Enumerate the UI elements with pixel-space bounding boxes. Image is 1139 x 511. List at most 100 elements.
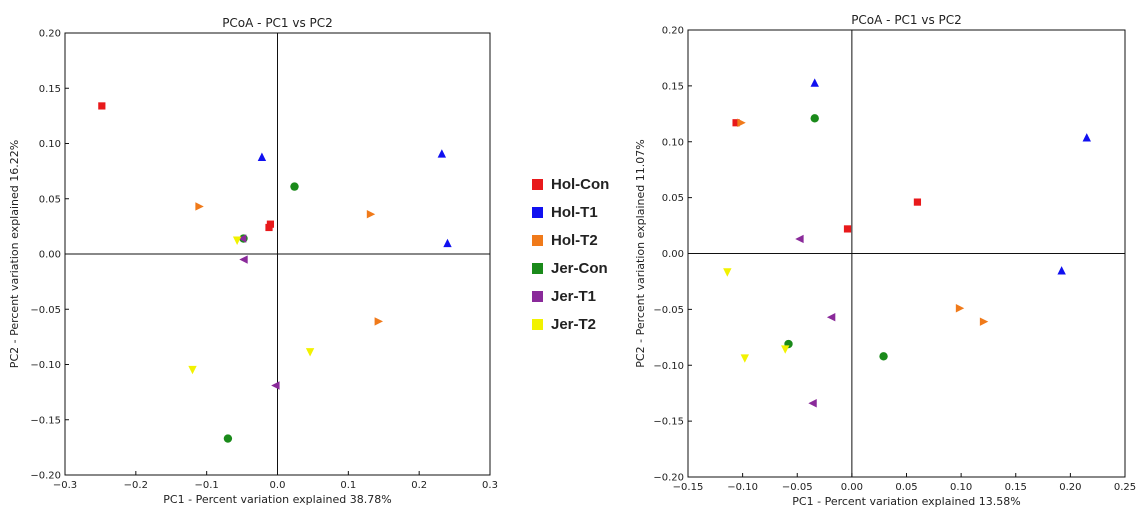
x-tick-label: −0.10 [727, 482, 758, 493]
data-point [437, 149, 447, 158]
series-jer-t1 [795, 234, 836, 408]
y-tick-label: −0.05 [30, 305, 61, 316]
series-jer-t2 [723, 268, 790, 363]
y-tick-label: 0.00 [662, 249, 684, 260]
data-point [223, 434, 233, 443]
series-hol-t1 [257, 149, 452, 248]
y-tick-label: 0.20 [662, 26, 684, 37]
x-tick-label: −0.05 [782, 482, 813, 493]
legend-item: Hol-T1 [532, 198, 642, 226]
data-point [732, 119, 740, 127]
data-point [232, 236, 242, 245]
data-point [781, 345, 790, 354]
legend-label: Jer-Con [551, 259, 608, 277]
y-tick-label: 0.10 [39, 139, 61, 150]
x-tick-label: 0.15 [1005, 482, 1027, 493]
data-point [1082, 133, 1091, 142]
x-tick-label: 0.3 [482, 480, 498, 491]
series-jer-con [223, 182, 299, 443]
legend-item: Hol-T2 [532, 226, 642, 254]
y-tick-label: −0.05 [653, 305, 684, 316]
y-tick-label: 0.20 [39, 29, 61, 40]
data-point [98, 102, 106, 110]
series-hol-con [732, 119, 922, 233]
data-point [810, 114, 819, 123]
x-tick-label: 0.2 [411, 480, 427, 491]
y-tick-label: 0.10 [662, 137, 684, 148]
y-axis-label: PC2 - Percent variation explained 11.07% [634, 139, 647, 367]
data-point [979, 317, 989, 326]
data-point [443, 238, 452, 248]
data-point [374, 317, 383, 326]
legend-label: Hol-T1 [551, 203, 598, 221]
data-point [737, 118, 746, 127]
legend-label: Hol-T2 [551, 231, 598, 249]
y-tick-label: −0.20 [653, 473, 684, 484]
data-point [237, 234, 247, 243]
data-point [195, 202, 204, 211]
y-tick-label: 0.05 [39, 194, 61, 205]
legend: Hol-Con Hol-T1 Hol-T2 Jer-Con Jer-T1 Jer… [532, 170, 642, 338]
y-tick-label: −0.10 [30, 360, 61, 371]
data-point [913, 198, 922, 206]
legend-item: Jer-Con [532, 254, 642, 282]
data-point [239, 255, 248, 264]
y-axis-label: PC2 - Percent variation explained 16.22% [8, 140, 21, 368]
x-tick-label: −0.1 [195, 480, 219, 491]
data-point [366, 210, 376, 219]
legend-item: Jer-T1 [532, 282, 642, 310]
data-point [740, 354, 750, 363]
data-point [265, 223, 273, 232]
data-point [879, 352, 888, 361]
data-point [810, 78, 819, 87]
series-hol-con [98, 102, 275, 232]
data-point [723, 268, 732, 277]
data-point [305, 348, 315, 357]
pcoa-chart-left: −0.3 −0.2 −0.1 0.0 0.1 0.2 0.3 0.20 0.15 0.10 0.05… [8, 16, 498, 506]
x-axis-label: PC1 - Percent variation explained 13.58% [792, 495, 1020, 508]
x-tick-label: 0.00 [841, 482, 863, 493]
series-hol-t1 [810, 78, 1091, 275]
x-tick-label: 0.1 [340, 480, 356, 491]
legend-swatch [532, 262, 543, 274]
legend-label: Hol-Con [551, 175, 610, 193]
x-tick-label: 0.25 [1114, 482, 1136, 493]
y-tick-label: −0.20 [30, 471, 61, 482]
series-hol-t2 [737, 118, 989, 326]
y-tick-label: −0.15 [653, 417, 684, 428]
y-tick-label: 0.05 [662, 193, 684, 204]
x-tick-label: −0.15 [673, 482, 704, 493]
y-tick-label: −0.15 [30, 415, 61, 426]
legend-swatch [532, 318, 543, 330]
series-jer-t2 [188, 236, 315, 375]
y-tick-label: 0.15 [662, 81, 684, 92]
data-point [1057, 266, 1066, 275]
data-point [271, 381, 280, 390]
x-tick-label: −0.2 [124, 480, 148, 491]
x-tick-label: 0.05 [895, 482, 917, 493]
y-tick-label: 0.00 [39, 250, 61, 261]
legend-swatch [532, 206, 543, 218]
pcoa-chart-right: −0.15 −0.10 −0.05 0.00 0.05 0.10 0.15 0.20 0.25 0… [634, 13, 1136, 508]
chart-title: PCoA - PC1 vs PC2 [851, 13, 962, 27]
series-jer-t1 [237, 234, 280, 390]
data-point [795, 234, 804, 244]
legend-swatch [532, 290, 543, 302]
data-point [955, 304, 965, 313]
data-point [826, 312, 836, 322]
data-point [290, 182, 299, 191]
x-tick-label: 0.20 [1059, 482, 1081, 493]
data-point [843, 225, 852, 233]
y-tick-label: 0.15 [39, 84, 61, 95]
legend-label: Jer-T1 [551, 287, 597, 305]
chart-title: PCoA - PC1 vs PC2 [222, 16, 333, 30]
legend-item: Jer-T2 [532, 310, 642, 338]
data-point [257, 152, 267, 161]
series-hol-t2 [195, 202, 383, 326]
legend-item: Hol-Con [532, 170, 642, 198]
data-point [188, 365, 197, 375]
legend-swatch [532, 178, 543, 190]
data-point [808, 399, 817, 408]
y-tick-label: −0.10 [653, 361, 684, 372]
